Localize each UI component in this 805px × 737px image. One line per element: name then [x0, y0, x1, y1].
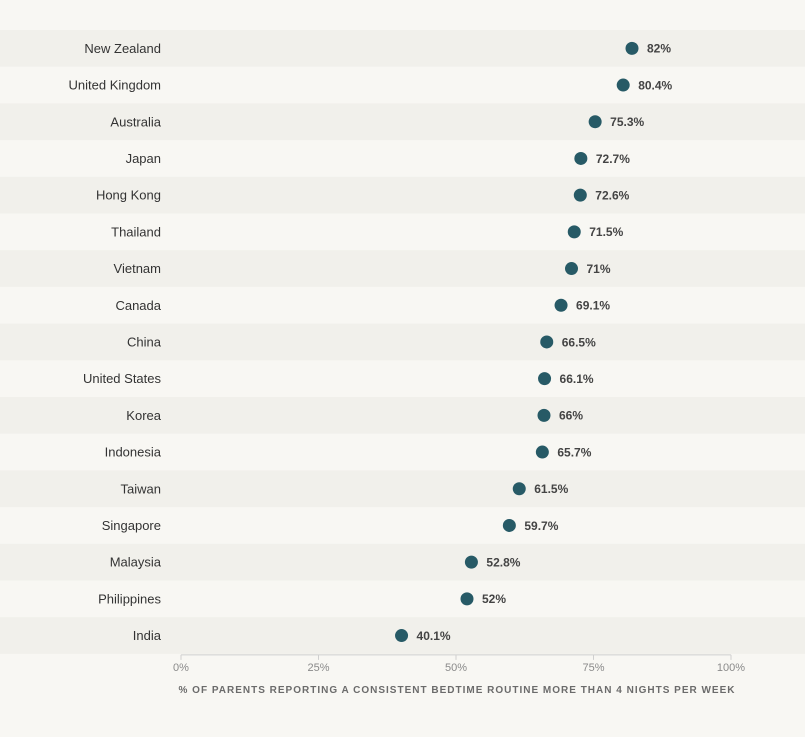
data-point	[540, 335, 554, 349]
data-label: 71%	[587, 262, 611, 276]
data-point	[512, 482, 526, 496]
data-point	[395, 629, 409, 643]
data-row: Australia 75.3%	[110, 114, 644, 129]
data-point	[554, 298, 568, 312]
row-band	[0, 30, 805, 67]
data-label: 40.1%	[417, 629, 451, 643]
row-band	[0, 543, 805, 581]
category-label: Thailand	[111, 224, 161, 239]
data-point	[537, 408, 551, 422]
data-row: New Zealand 82%	[84, 41, 671, 56]
x-axis: 0% 25% 50% 75% 100%	[173, 654, 745, 674]
category-label: Japan	[126, 151, 161, 166]
category-label: United Kingdom	[69, 78, 162, 93]
data-point	[574, 151, 588, 165]
row-band	[0, 323, 805, 361]
data-row: Taiwan 61.5%	[121, 481, 569, 496]
data-point	[567, 225, 581, 239]
row-band	[0, 397, 805, 434]
data-point	[502, 518, 516, 532]
data-row: Malaysia 52.8%	[110, 555, 521, 570]
category-label: Hong Kong	[96, 188, 161, 203]
data-row: United States 66.1%	[83, 371, 594, 386]
data-label: 52.8%	[486, 555, 520, 569]
data-label: 66%	[559, 409, 583, 423]
data-row: Philippines 52%	[98, 591, 506, 606]
category-label: Korea	[126, 408, 161, 423]
x-tick-label: 25%	[307, 662, 329, 674]
data-point	[625, 41, 639, 55]
data-point	[565, 262, 578, 276]
row-band	[0, 176, 805, 214]
data-label: 80.4%	[638, 78, 672, 92]
data-label: 59.7%	[524, 519, 558, 533]
row-bands	[0, 30, 805, 654]
data-label: 66.5%	[562, 335, 596, 349]
data-label: 61.5%	[534, 482, 568, 496]
category-label: Canada	[115, 298, 161, 313]
data-point	[460, 592, 474, 606]
data-point	[616, 78, 630, 92]
category-label: Malaysia	[110, 555, 162, 570]
data-row: China 66.5%	[127, 334, 596, 349]
row-band	[0, 103, 805, 141]
data-point	[573, 188, 587, 202]
row-band	[0, 250, 805, 287]
data-row: Thailand 71.5%	[111, 224, 623, 239]
x-tick-label: 75%	[582, 662, 604, 674]
data-row: Hong Kong 72.6%	[96, 188, 630, 203]
data-row: Indonesia 65.7%	[105, 445, 592, 460]
data-point	[538, 372, 552, 386]
category-label: New Zealand	[84, 41, 161, 56]
x-tick-label: 0%	[173, 662, 189, 674]
x-axis-ticks: 0% 25% 50% 75% 100%	[173, 654, 745, 674]
chart-rows: New Zealand 82% United Kingdom 80.4% Austral…	[69, 41, 673, 643]
data-label: 52%	[482, 592, 506, 606]
data-label: 75.3%	[610, 115, 644, 129]
data-row: Canada 69.1%	[115, 298, 610, 313]
x-tick-label: 50%	[445, 662, 467, 674]
data-label: 69.1%	[576, 299, 610, 313]
data-label: 72.7%	[596, 152, 630, 166]
x-axis-title: % OF PARENTS REPORTING A CONSISTENT BEDT…	[179, 685, 736, 696]
data-label: 65.7%	[557, 445, 591, 459]
row-band	[0, 470, 805, 508]
data-label: 66.1%	[560, 372, 594, 386]
data-row: Japan 72.7%	[126, 151, 631, 166]
category-label: China	[127, 334, 162, 349]
category-label: Australia	[110, 114, 161, 129]
category-label: United States	[83, 371, 162, 386]
data-point	[464, 555, 478, 569]
data-label: 82%	[647, 42, 671, 56]
data-row: India 40.1%	[133, 628, 451, 643]
data-row: United Kingdom 80.4%	[69, 78, 673, 93]
data-point	[535, 445, 549, 459]
category-label: Singapore	[102, 518, 161, 533]
data-row: Korea 66%	[126, 408, 583, 423]
category-label: Taiwan	[121, 481, 161, 496]
category-label: Philippines	[98, 591, 161, 606]
data-point	[588, 115, 602, 129]
x-tick-label: 100%	[717, 662, 745, 674]
data-label: 71.5%	[589, 225, 623, 239]
category-label: Indonesia	[105, 445, 162, 460]
data-label: 72.6%	[595, 188, 629, 202]
category-label: Vietnam	[114, 261, 161, 276]
data-row: Vietnam 71%	[114, 261, 611, 276]
category-label: India	[133, 628, 162, 643]
data-row: Singapore 59.7%	[102, 518, 559, 533]
